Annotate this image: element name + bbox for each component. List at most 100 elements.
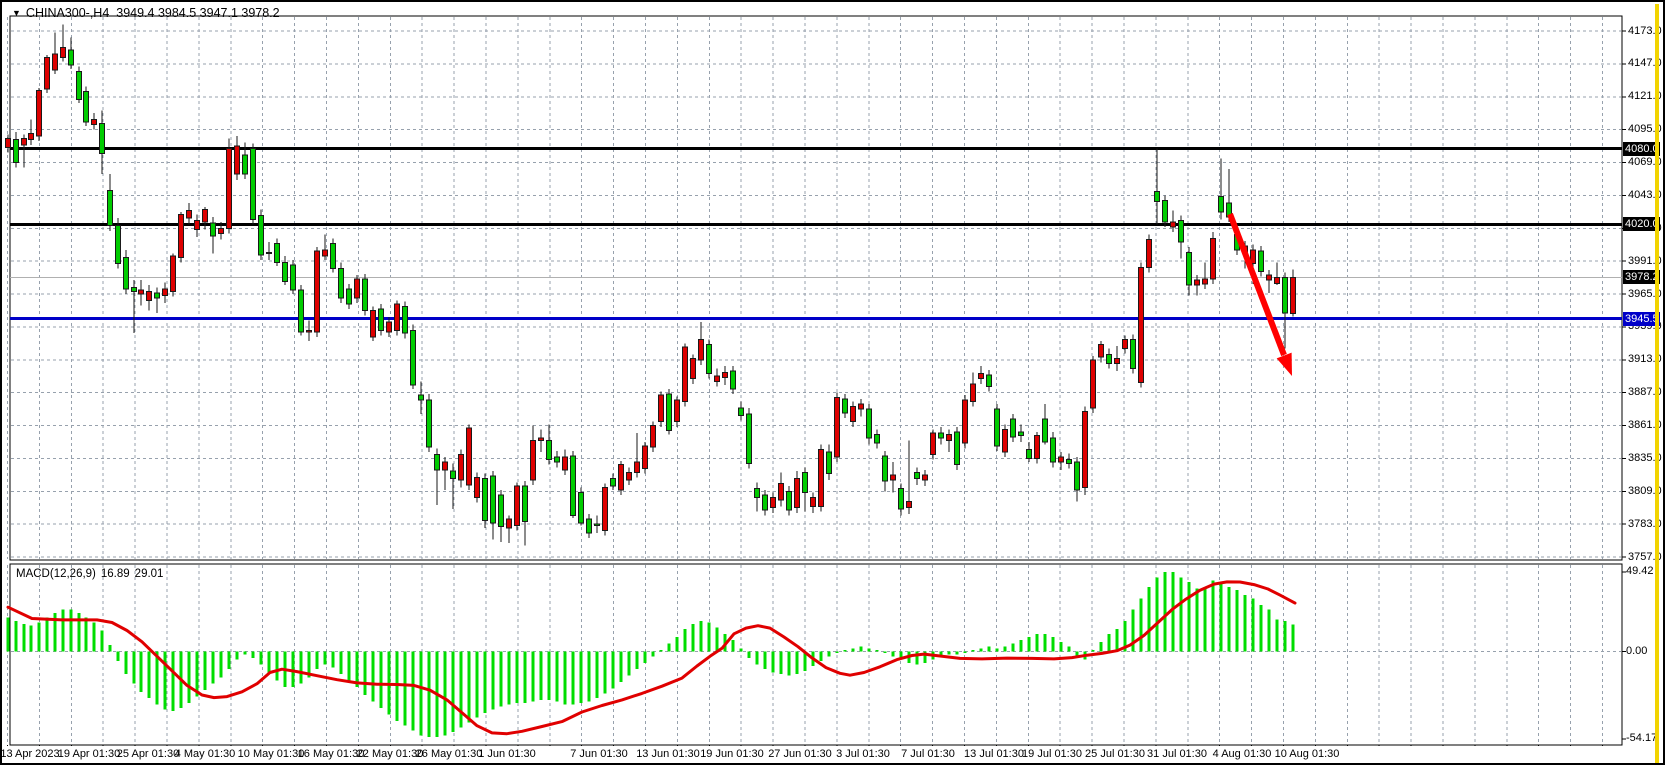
price-tick-label: 4069.0 (1628, 156, 1662, 168)
candle-bullish (306, 330, 312, 333)
level-price-badge: 4080.0 (1623, 141, 1660, 156)
candle-bullish (21, 137, 27, 146)
candle-bearish (123, 256, 129, 290)
macd-scale-label: 49.42 (1626, 565, 1654, 578)
candle-bearish (898, 488, 904, 510)
candle-bearish (482, 478, 488, 521)
candle-bullish (314, 250, 320, 333)
candle-bearish (826, 451, 832, 475)
price-tick-label: 4043.0 (1628, 188, 1662, 201)
time-tick-label: 16 May 01:30 (297, 748, 365, 760)
candle-bearish (706, 344, 712, 375)
candle-bullish (770, 497, 776, 509)
candle-bullish (91, 119, 97, 126)
time-tick-label: 25 Apr 01:30 (116, 748, 180, 760)
time-tick-label: 25 Jul 01:30 (1085, 748, 1145, 760)
candle-bullish (618, 464, 624, 491)
candle-bullish (1090, 359, 1096, 409)
candle-bullish (906, 500, 912, 509)
candle-bullish (602, 486, 608, 531)
trend-arrow-head[interactable] (1276, 352, 1292, 376)
candle-bullish (650, 425, 656, 448)
chart-title: ▼ CHINA300-,H4 3949.4 3984.5 3947.1 3978.… (12, 6, 280, 20)
candle-bearish (298, 289, 304, 333)
symbol-dropdown-icon[interactable]: ▼ (12, 8, 21, 18)
candle-bullish (354, 278, 360, 299)
candle-bearish (754, 488, 760, 499)
candle-bearish (1010, 418, 1016, 438)
candle-bearish (99, 122, 105, 155)
candle-bullish (930, 432, 936, 456)
candle-bullish (674, 399, 680, 423)
candle-bearish (1186, 251, 1192, 286)
candle-bearish (666, 393, 672, 432)
price-tick-label: 3757.0 (1628, 550, 1662, 563)
candle-bearish (570, 455, 576, 516)
candle-bullish (458, 454, 464, 481)
candle-bearish (762, 494, 768, 511)
time-tick-label: 7 Jul 01:30 (901, 748, 955, 760)
candle-bullish (962, 399, 968, 444)
macd-value: 16.89 (100, 568, 130, 580)
candle-bullish (1202, 278, 1208, 285)
candle-bullish (1210, 237, 1216, 280)
candle-bullish (194, 220, 200, 231)
time-tick-label: 19 Jul 01:30 (1022, 748, 1082, 760)
price-tick-label: 3913.0 (1628, 353, 1662, 366)
macd-signal-line (6, 580, 1297, 736)
candle-bearish (266, 251, 272, 255)
price-tick-label: 4095.0 (1628, 123, 1662, 136)
candle-bearish (1258, 250, 1264, 272)
macd-panel (9, 563, 1623, 746)
candle-bullish (810, 497, 816, 507)
candle-bearish (1130, 339, 1136, 370)
candle-bearish (115, 225, 121, 265)
candle-bullish (978, 373, 984, 380)
candle-bearish (802, 471, 808, 494)
candle-bearish (994, 408, 1000, 447)
candle-bullish (1170, 221, 1176, 228)
candle-bullish (698, 339, 704, 361)
main-chart-panel (9, 15, 1623, 561)
candle-bullish (1122, 339, 1128, 349)
candle-bullish (394, 303, 400, 332)
candle-bullish (138, 289, 144, 295)
candle-bullish (28, 132, 34, 141)
price-tick-label: 3861.0 (1628, 419, 1662, 432)
time-tick-label: 10 Aug 01:30 (1274, 748, 1340, 760)
candle-bullish (850, 406, 856, 423)
time-tick-label: 10 May 01:30 (237, 748, 305, 760)
candle-bearish (578, 492, 584, 524)
macd-scale-label: 0.00 (1626, 645, 1648, 657)
price-tick-label: 4121.0 (1628, 90, 1662, 103)
candle-bearish (250, 148, 256, 220)
candle-bullish (386, 321, 392, 333)
candle-bearish (786, 490, 792, 511)
candle-bearish (154, 292, 160, 299)
candle-bearish (131, 287, 137, 292)
candle-bearish (914, 471, 920, 480)
candle-bullish (202, 208, 208, 223)
time-tick-label: 22 May 01:30 (356, 748, 424, 760)
candle-bearish (498, 494, 504, 528)
candle-bullish (370, 309, 376, 338)
candle-bullish (1082, 411, 1088, 488)
candle-bearish (402, 306, 408, 334)
price-tick-label: 3835.0 (1628, 451, 1662, 464)
candle-bullish (1290, 276, 1296, 315)
candle-bullish (44, 57, 50, 90)
candle-bullish (1274, 277, 1280, 284)
time-tick-label: 26 May 01:30 (415, 748, 483, 760)
candle-bearish (1066, 459, 1072, 464)
candle-bearish (1074, 461, 1080, 491)
candle-bearish (210, 222, 216, 237)
candle-bullish (946, 433, 952, 442)
candle-bullish (1114, 358, 1120, 365)
candle-bearish (1154, 191, 1160, 203)
candle-bullish (858, 403, 864, 410)
candle-bearish (290, 264, 296, 291)
candle-bearish (586, 518, 592, 534)
time-tick-label: 7 Jun 01:30 (570, 748, 628, 760)
trend-arrow-shaft[interactable] (1227, 212, 1287, 357)
